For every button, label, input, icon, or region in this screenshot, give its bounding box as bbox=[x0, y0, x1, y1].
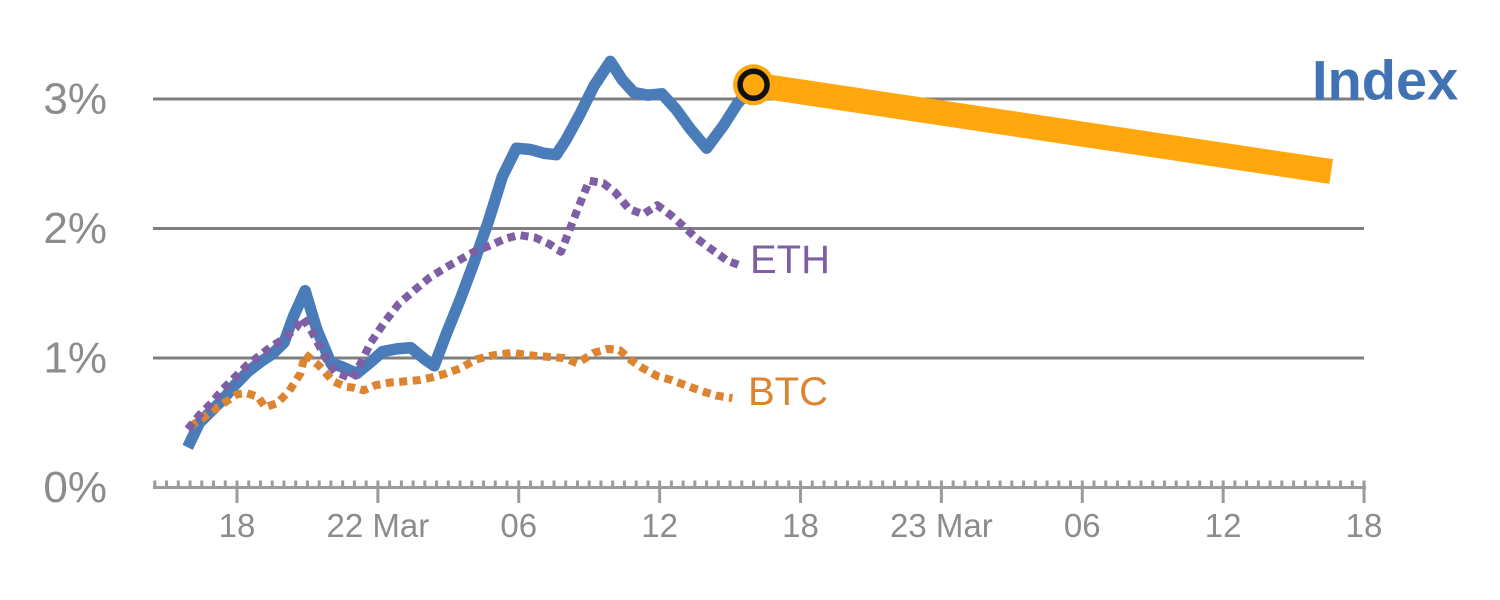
y-tick-label-2pct: 2% bbox=[43, 204, 107, 253]
btc-series-label: BTC bbox=[748, 370, 828, 414]
x-tick-label: 12 bbox=[641, 507, 678, 544]
x-tick-label: 22 Mar bbox=[327, 507, 430, 544]
y-tick-label-1pct: 1% bbox=[43, 334, 107, 383]
y-axis-labels: 0% 1% 2% 3% bbox=[43, 75, 107, 513]
index-line bbox=[182, 55, 758, 450]
eth-dotted-line bbox=[184, 176, 744, 432]
x-tick-label: 12 bbox=[1205, 507, 1242, 544]
series-lines bbox=[182, 55, 758, 450]
x-tick-label: 18 bbox=[782, 507, 819, 544]
x-tick-label: 23 Mar bbox=[890, 507, 993, 544]
x-axis-labels: 18 22 Mar 06 12 18 23 Mar 06 12 18 bbox=[219, 507, 1383, 544]
btc-dotted-line bbox=[187, 344, 734, 430]
current-point-marker bbox=[737, 68, 770, 102]
x-tick-label: 06 bbox=[1064, 507, 1101, 544]
x-tick-label: 18 bbox=[219, 507, 256, 544]
x-axis bbox=[153, 480, 1366, 503]
y-tick-label-0pct: 0% bbox=[43, 463, 107, 512]
y-tick-label-3pct: 3% bbox=[43, 75, 107, 124]
x-tick-label: 18 bbox=[1346, 507, 1383, 544]
eth-series-label: ETH bbox=[750, 238, 830, 282]
index-projection-line bbox=[751, 72, 1334, 184]
projection-layer bbox=[733, 64, 1334, 184]
x-tick-label: 06 bbox=[500, 507, 537, 544]
index-series-label: Index bbox=[1312, 49, 1458, 112]
